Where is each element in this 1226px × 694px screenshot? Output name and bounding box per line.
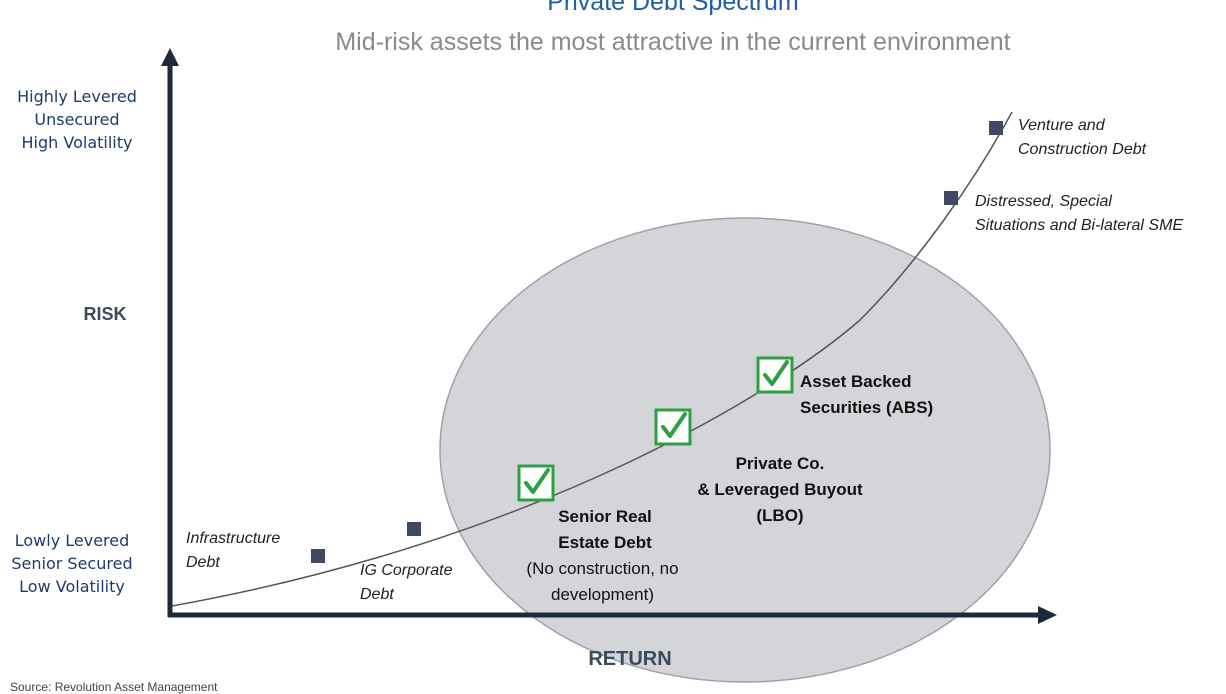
y-axis-label: RISK [83,304,127,324]
check-marker-abs [756,356,794,394]
highlight-ellipse [439,217,1051,683]
check-marker-senior-real-estate [517,464,555,502]
x-axis-arrow [1038,606,1057,624]
point-label-senior-real-estate: Senior Real Estate Debt [558,507,652,552]
y-low-label: Lowly Levered Senior Secured Low Volatil… [11,531,133,596]
marker-venture [989,121,1003,135]
point-label-private-lbo: Private Co. & Leveraged Buyout (LBO) [697,454,863,525]
y-high-label: Highly Levered Unsecured High Volatility [17,87,137,152]
point-label-distressed: Distressed, Special Situations and Bi-la… [975,193,1184,234]
marker-ig-corporate [407,522,421,536]
y-axis-arrow [161,48,179,66]
marker-distressed [944,191,958,205]
chart-title: Private Debt Spectrum [547,0,799,16]
chart-subtitle: Mid-risk assets the most attractive in t… [335,28,1011,56]
point-label-abs: Asset Backed Securities (ABS) [800,372,934,417]
point-label-venture: Venture and Construction Debt [1018,117,1147,158]
check-marker-private-lbo [654,408,692,446]
point-label-ig-corporate: IG Corporate Debt [360,562,453,603]
source-note: Source: Revolution Asset Management [10,680,218,694]
marker-infrastructure [311,549,325,563]
point-label-infrastructure: Infrastructure Debt [186,530,281,571]
point-note-senior-real-estate: (No construction, no development) [526,559,679,604]
x-axis-label: RETURN [588,648,672,670]
